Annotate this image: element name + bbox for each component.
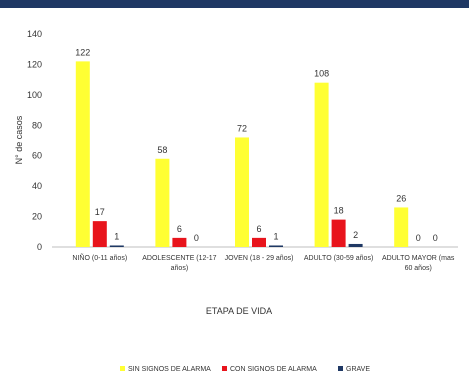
data-label: 2 xyxy=(353,230,358,240)
bar-1-3 xyxy=(235,137,249,247)
y-tick-label: 120 xyxy=(27,59,42,69)
legend-label-1: SIN SIGNOS DE ALARMA xyxy=(128,366,211,373)
data-label: 0 xyxy=(416,233,421,243)
category-label: ADOLESCENTE (12-17 años) xyxy=(142,255,216,272)
data-label: 1 xyxy=(114,231,119,241)
bar-3-1 xyxy=(109,245,124,247)
data-label: 108 xyxy=(314,69,329,79)
data-label: 0 xyxy=(433,233,438,243)
bar-3-4 xyxy=(348,243,363,247)
data-label: 6 xyxy=(177,224,182,234)
top-bar xyxy=(0,0,469,8)
legend-swatch-3 xyxy=(338,366,343,371)
category-label: JOVEN (18 - 29 años) xyxy=(225,255,294,262)
legend-swatch-1 xyxy=(120,366,125,371)
y-tick-label: 100 xyxy=(27,90,42,100)
category-label: ADULTO MAYOR (mas 60 años) xyxy=(382,255,455,272)
y-tick-label: 0 xyxy=(37,242,42,252)
bar-2-1 xyxy=(92,221,107,247)
data-label: 122 xyxy=(75,47,90,57)
y-axis-title: N° de casos xyxy=(14,115,24,164)
legend-label-3: GRAVE xyxy=(346,366,370,373)
bar-1-2 xyxy=(155,158,170,247)
data-label: 58 xyxy=(157,145,167,155)
data-label: 1 xyxy=(273,231,278,241)
bar-2-4 xyxy=(331,219,346,247)
x-axis-title: ETAPA DE VIDA xyxy=(206,306,272,316)
category-label: ADULTO (30-59 años) xyxy=(304,255,373,262)
bar-3-3 xyxy=(269,245,283,247)
data-label: 17 xyxy=(95,207,105,217)
data-label: 26 xyxy=(396,193,406,203)
legend-label-2: CON SIGNOS DE ALARMA xyxy=(230,366,317,373)
data-label: 6 xyxy=(256,224,261,234)
category-label: NIÑO (0-11 años) xyxy=(72,253,127,262)
y-tick-label: 60 xyxy=(32,151,42,161)
data-label: 72 xyxy=(237,123,247,133)
data-label: 18 xyxy=(334,206,344,216)
y-tick-label: 80 xyxy=(32,120,42,130)
bar-1-4 xyxy=(314,82,329,247)
y-tick-label: 140 xyxy=(27,29,42,39)
bar-1-5 xyxy=(394,207,409,247)
bar-2-3 xyxy=(252,237,266,247)
bar-2-2 xyxy=(172,237,187,247)
y-tick-label: 20 xyxy=(32,212,42,222)
bar-1-1 xyxy=(75,61,90,248)
data-label: 0 xyxy=(194,233,199,243)
legend-swatch-2 xyxy=(222,366,227,371)
y-tick-label: 40 xyxy=(32,181,42,191)
